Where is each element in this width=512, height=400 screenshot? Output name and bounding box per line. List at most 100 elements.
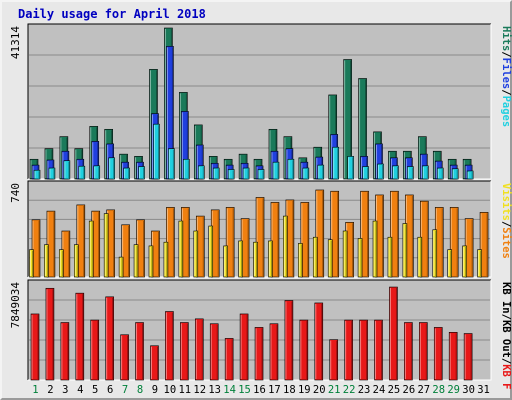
bar-pages-day-29 xyxy=(451,168,459,180)
bar-kbf-day-25 xyxy=(389,286,398,381)
bar-kbf-day-29 xyxy=(448,331,458,381)
bar-visits-day-25 xyxy=(387,236,393,278)
bar-pages-day-14 xyxy=(227,169,235,180)
panel-visitors: 740 Visits/Sites xyxy=(9,180,512,278)
bar-kbf-day-8 xyxy=(135,322,144,381)
x-axis-labels: 1 2 3 4 5 6 7 8 9 10 11 12 13 14 15 16 17 18 19 20 21 22 23 24 2… xyxy=(32,384,490,396)
x-label-day-9: 9 xyxy=(152,384,158,396)
legend-separator: KB In xyxy=(500,282,512,314)
bar-visits-day-16 xyxy=(253,241,258,278)
bar-pages-day-3 xyxy=(63,160,71,180)
x-label-day-20: 20 xyxy=(313,384,326,396)
x-label-day-28: 28 xyxy=(432,384,445,396)
bar-kbf-day-28 xyxy=(433,327,443,381)
bar-visits-day-11 xyxy=(178,220,184,278)
bar-pages-day-15 xyxy=(242,167,250,180)
bar-pages-day-21 xyxy=(332,146,340,180)
x-label-day-1: 1 xyxy=(32,384,38,396)
bars-visitors xyxy=(29,189,489,278)
bar-visits-day-3 xyxy=(59,249,64,278)
panel-requests: 41314 Hits/Files/Pages xyxy=(9,23,512,180)
bar-kbf-day-2 xyxy=(45,287,55,381)
x-label-day-6: 6 xyxy=(107,384,113,396)
legend-entry: Visits xyxy=(500,183,512,221)
chart-title: Daily usage for April 2018 xyxy=(18,7,206,21)
bar-pages-day-30 xyxy=(466,170,474,180)
bar-kbf-day-26 xyxy=(404,322,413,381)
legend-separator: / xyxy=(500,89,512,95)
bar-visits-day-12 xyxy=(193,230,199,278)
bar-pages-day-26 xyxy=(407,166,414,180)
bar-visits-day-28 xyxy=(432,229,438,278)
legend-visitors: Visits/Sites xyxy=(500,183,512,259)
bar-visits-day-18 xyxy=(283,215,288,278)
x-label-day-7: 7 xyxy=(122,384,128,396)
bar-visits-day-17 xyxy=(268,240,273,278)
bar-kbf-day-21 xyxy=(329,339,339,381)
bar-kbf-day-30 xyxy=(463,333,473,381)
bar-kbf-day-16 xyxy=(254,327,264,381)
legend-separator: / xyxy=(500,221,512,227)
x-label-day-21: 21 xyxy=(328,384,341,396)
bar-kbf-day-9 xyxy=(150,345,159,381)
bar-sites-day-29 xyxy=(449,207,459,278)
x-label-day-10: 10 xyxy=(164,384,177,396)
bar-kbf-day-15 xyxy=(239,313,249,381)
legend-entry: Sites xyxy=(500,227,512,259)
y-max-label: 41314 xyxy=(9,26,22,59)
bar-kbf-day-22 xyxy=(344,319,353,381)
bar-kbf-day-4 xyxy=(75,292,85,381)
bar-kbf-day-19 xyxy=(299,319,309,381)
x-label-day-5: 5 xyxy=(92,384,98,396)
x-label-day-8: 8 xyxy=(137,384,143,396)
bar-pages-day-5 xyxy=(93,165,101,180)
x-label-day-26: 26 xyxy=(403,384,416,396)
legend-traffic: KB In/KB Out/KB F xyxy=(500,282,512,390)
bar-visits-day-1 xyxy=(29,249,34,278)
bar-kbf-day-18 xyxy=(284,300,294,381)
bar-pages-day-25 xyxy=(392,165,399,180)
x-label-day-14: 14 xyxy=(223,384,236,396)
x-label-day-24: 24 xyxy=(373,384,386,396)
bar-pages-day-6 xyxy=(108,157,115,180)
bar-pages-day-12 xyxy=(197,165,205,180)
x-label-day-27: 27 xyxy=(417,384,430,396)
bar-kbf-day-1 xyxy=(30,313,40,381)
x-label-day-11: 11 xyxy=(178,384,191,396)
bar-visits-day-8 xyxy=(133,244,139,278)
bar-kbf-day-12 xyxy=(194,318,204,381)
y-max-label: 7849034 xyxy=(9,282,22,329)
bar-visits-day-14 xyxy=(223,245,228,278)
x-label-day-22: 22 xyxy=(343,384,356,396)
x-label-day-2: 2 xyxy=(47,384,53,396)
legend-separator: / xyxy=(500,358,512,364)
x-label-day-3: 3 xyxy=(62,384,68,396)
legend-separator: / xyxy=(500,51,512,57)
bar-pages-day-24 xyxy=(377,163,384,180)
bar-visits-day-7 xyxy=(118,256,124,278)
x-label-day-12: 12 xyxy=(193,384,206,396)
bar-kbf-day-24 xyxy=(374,319,383,381)
x-label-day-15: 15 xyxy=(238,384,251,396)
bar-kbf-day-13 xyxy=(209,323,219,381)
bar-pages-day-16 xyxy=(257,169,265,180)
bar-pages-day-1 xyxy=(33,169,41,180)
x-label-day-31: 31 xyxy=(477,384,490,396)
bar-pages-day-17 xyxy=(272,161,280,180)
bar-kbf-day-7 xyxy=(120,334,129,381)
x-label-day-16: 16 xyxy=(253,384,266,396)
bar-kbf-day-10 xyxy=(165,311,174,381)
bar-pages-day-11 xyxy=(183,158,190,180)
x-label-day-25: 25 xyxy=(388,384,401,396)
x-label-day-13: 13 xyxy=(208,384,221,396)
legend-entry: Pages xyxy=(500,96,512,128)
bar-visits-day-2 xyxy=(44,244,49,278)
bar-pages-day-4 xyxy=(78,165,86,180)
x-label-day-23: 23 xyxy=(358,384,371,396)
legend-entry: Files xyxy=(500,58,512,90)
x-label-day-17: 17 xyxy=(268,384,281,396)
bar-visits-day-22 xyxy=(342,230,348,278)
bar-kbf-day-23 xyxy=(359,319,368,381)
